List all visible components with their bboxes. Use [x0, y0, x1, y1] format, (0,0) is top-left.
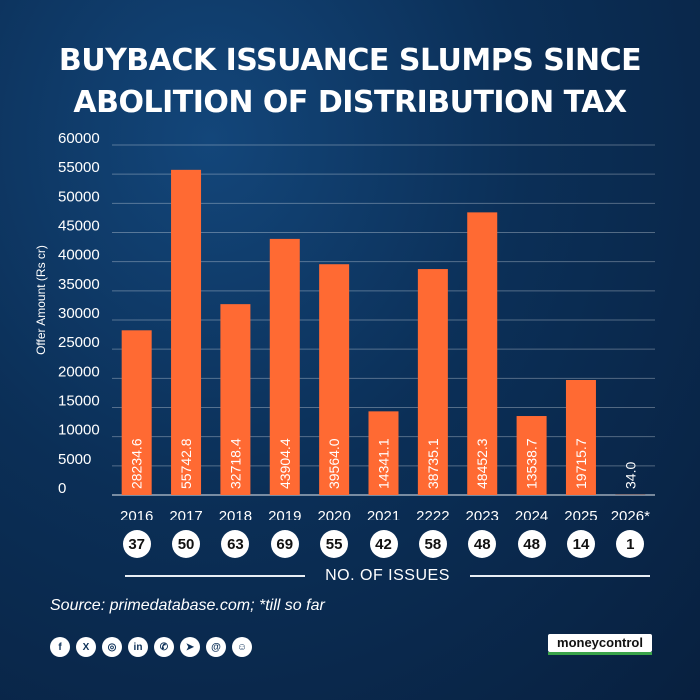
bar [269, 238, 300, 496]
y-axis-label: Offer Amount (Rs cr) [34, 245, 48, 355]
y-tick-label: 55000 [58, 159, 100, 176]
bar [368, 411, 399, 495]
x-tick-label: 2016 [120, 508, 153, 520]
bar-chart: 0 5000 10000 15000 20000 25000 30000 35000 40000… [34, 130, 655, 520]
y-tick-label: 45000 [58, 218, 100, 235]
issues-count-badge: 37 [122, 530, 151, 558]
bar-value-label: 39564.0 [326, 438, 342, 489]
bars: 28234.6 55742.8 32718.4 43904.4 39564.0 14341… [121, 169, 646, 496]
bar-value-label: 19715.7 [573, 438, 589, 489]
x-tick-label: 2019 [268, 508, 301, 520]
bar [467, 212, 498, 496]
x-tick-label: 2023 [466, 508, 499, 520]
issues-count-badge: 1 [616, 530, 645, 558]
issues-count-badge: 63 [221, 530, 250, 558]
issues-count-badge: 69 [270, 530, 299, 558]
y-tick-label: 35000 [58, 276, 100, 293]
x-tick-label: 2020 [317, 508, 350, 520]
issues-label: NO. OF ISSUES [325, 567, 450, 584]
telegram-icon[interactable]: ➤ [180, 637, 200, 657]
y-tick-label: 20000 [58, 363, 100, 380]
bar-value-label: 38735.1 [425, 438, 441, 489]
bar [121, 330, 152, 495]
y-tick-label: 40000 [58, 247, 100, 264]
divider-left [125, 575, 306, 577]
bar-value-label: 48452.3 [474, 438, 490, 489]
bar-value-label: 55742.8 [178, 438, 194, 489]
issues-count-badge: 42 [369, 530, 398, 558]
bar-value-label: 32718.4 [227, 438, 243, 489]
y-tick-label: 25000 [58, 334, 100, 351]
facebook-icon[interactable]: f [50, 637, 70, 657]
linkedin-icon[interactable]: in [128, 637, 148, 657]
bar-value-label: 14341.1 [376, 438, 392, 489]
y-tick-label: 0 [58, 480, 66, 497]
x-tick-label: 2017 [169, 508, 202, 520]
issues-count-badge: 58 [418, 530, 447, 558]
x-tick-label: 2024 [515, 508, 548, 520]
bar-value-label: 34.0 [622, 462, 638, 489]
y-tick-label: 30000 [58, 305, 100, 322]
bar [565, 379, 596, 495]
x-tick-label: 2021 [367, 508, 400, 520]
x-tick-label: 2026* [611, 508, 650, 520]
bar [220, 304, 251, 495]
chart-title-line-1: BUYBACK ISSUANCE SLUMPS SINCE [58, 43, 642, 78]
issues-row: 37 50 63 69 55 42 58 48 48 14 1 [0, 529, 700, 559]
source-note: Source: primedatabase.com; *till so far [50, 597, 325, 614]
chart-title: BUYBACK ISSUANCE SLUMPS SINCE ABOLITION … [0, 40, 700, 124]
brand-logo: moneycontrol [548, 634, 652, 652]
snapchat-icon[interactable]: ☺ [232, 637, 252, 657]
y-tick-label: 5000 [58, 451, 91, 468]
gridlines [112, 144, 655, 496]
x-axis-ticks: 2016 2017 2018 2019 2020 2021 2222 2023 2024 2025… [120, 508, 650, 520]
issues-count-badge: 50 [172, 530, 201, 558]
y-axis-ticks: 0 5000 10000 15000 20000 25000 30000 35000 40000… [58, 130, 100, 497]
issues-count-badge: 14 [566, 530, 595, 558]
x-icon[interactable]: X [76, 637, 96, 657]
social-icons: f X ◎ in ✆ ➤ @ ☺ [50, 637, 252, 657]
instagram-icon[interactable]: ◎ [102, 637, 122, 657]
brand-logo-underline [548, 652, 652, 655]
whatsapp-icon[interactable]: ✆ [154, 637, 174, 657]
chart-title-line-2: ABOLITION OF DISTRIBUTION TAX [73, 85, 627, 120]
bar [417, 269, 448, 495]
x-tick-label: 2018 [219, 508, 252, 520]
bar [319, 264, 350, 495]
bar-value-label: 43904.4 [277, 438, 293, 489]
issues-caption: NO. OF ISSUES [125, 566, 650, 586]
y-tick-label: 60000 [58, 130, 100, 147]
threads-icon[interactable]: @ [206, 637, 226, 657]
issues-count-badge: 48 [517, 530, 546, 558]
bar-value-label: 13538.7 [524, 438, 540, 489]
y-tick-label: 15000 [58, 393, 100, 410]
x-tick-label: 2025 [564, 508, 597, 520]
bar [516, 416, 547, 495]
y-tick-label: 50000 [58, 188, 100, 205]
issues-count-badge: 55 [320, 530, 349, 558]
bar [171, 169, 202, 495]
y-tick-label: 10000 [58, 422, 100, 439]
x-tick-label: 2222 [416, 508, 449, 520]
divider-right [469, 575, 650, 577]
bar-value-label: 28234.6 [129, 438, 145, 489]
issues-count-badge: 48 [468, 530, 497, 558]
